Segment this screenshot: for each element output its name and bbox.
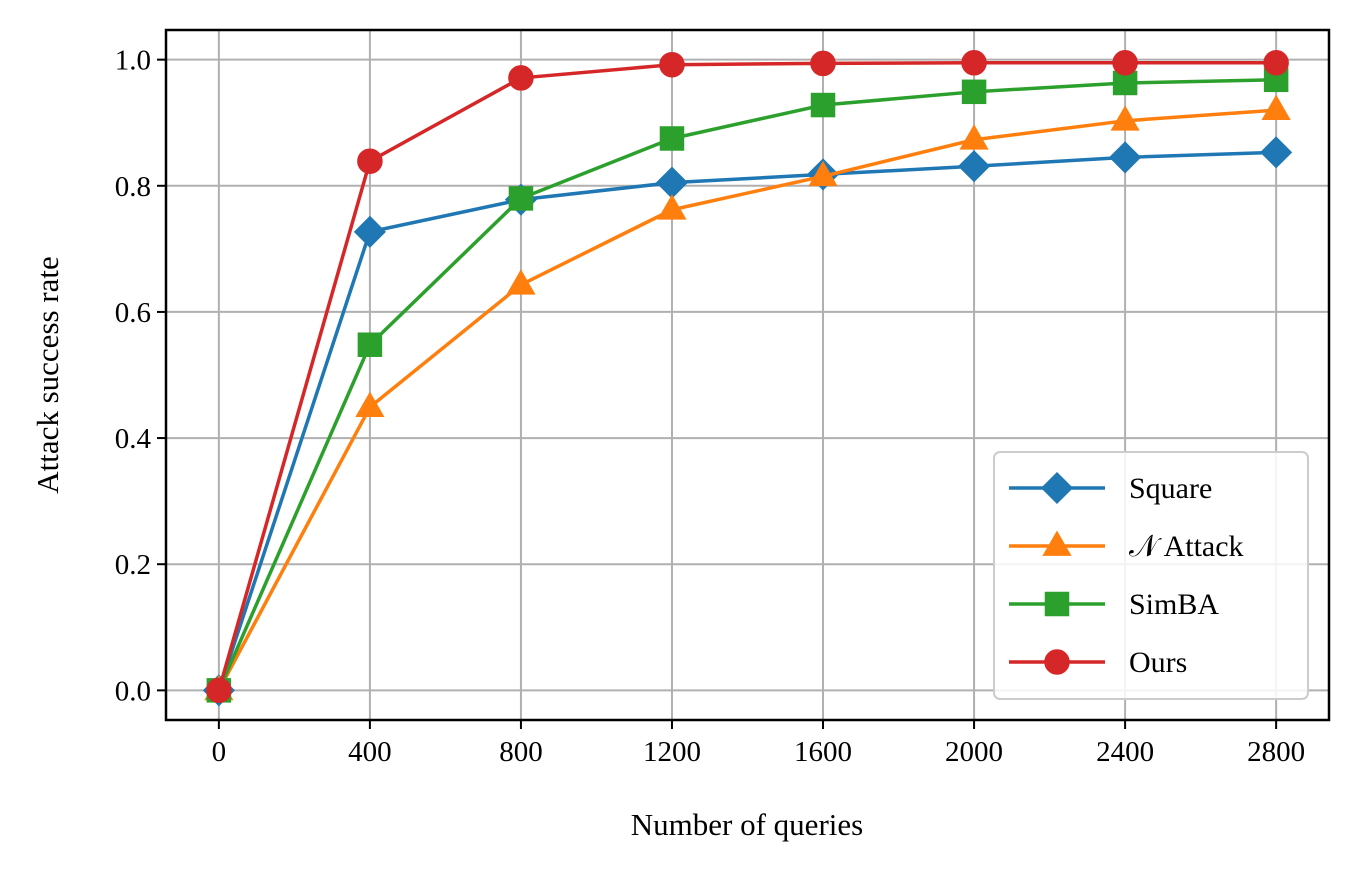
data-point	[1112, 50, 1138, 76]
data-point	[959, 124, 989, 150]
data-point	[353, 215, 386, 248]
series-lines	[202, 50, 1293, 707]
series-line	[217, 61, 1277, 691]
x-tick-label: 400	[348, 736, 392, 768]
legend-label: Ours	[1129, 646, 1187, 679]
y-tick-label: 0.0	[115, 675, 151, 707]
data-point	[810, 50, 836, 77]
data-point	[357, 332, 383, 357]
legend-marker	[1044, 649, 1070, 675]
x-tick-label: 2800	[1247, 736, 1305, 768]
x-tick-label: 1600	[794, 736, 852, 768]
data-point	[659, 126, 685, 151]
data-point	[1261, 94, 1291, 120]
legend-marker	[1042, 530, 1072, 556]
legend-item: Ours	[1009, 646, 1187, 679]
data-point	[508, 186, 534, 211]
y-tick-label: 0.4	[115, 423, 152, 455]
plot-frame	[164, 28, 1331, 722]
data-point	[1260, 136, 1293, 169]
y-tick-label: 0.2	[115, 549, 151, 581]
y-tick-label: 0.6	[115, 297, 151, 329]
series-3	[206, 50, 1289, 704]
data-point	[810, 92, 836, 118]
series-line	[217, 108, 1277, 692]
legend-label: Square	[1129, 472, 1212, 505]
x-tick-label: 2400	[1096, 736, 1154, 768]
legend-item: SimBA	[1009, 588, 1219, 621]
legend-box	[993, 451, 1309, 700]
data-point	[961, 50, 987, 76]
data-point	[1110, 105, 1140, 131]
data-point	[206, 677, 232, 704]
y-axis-ticks: 0.0 0.2 0.4 0.6 0.8 1.0	[115, 45, 166, 707]
x-tick-label: 2000	[945, 736, 1003, 768]
data-point	[957, 150, 991, 183]
data-point	[357, 148, 383, 174]
legend-marker	[1040, 471, 1074, 505]
series-line	[217, 78, 1277, 692]
series-2	[206, 67, 1289, 703]
data-point	[355, 391, 385, 418]
data-point	[1263, 50, 1289, 76]
y-tick-label: 0.8	[115, 171, 151, 203]
x-axis-label: Number of queries	[631, 807, 863, 842]
legend: Square 𝒩 Attack SimBA Ours	[993, 451, 1309, 700]
data-point	[808, 160, 838, 187]
x-tick-label: 800	[499, 736, 543, 768]
data-point	[655, 166, 689, 199]
legend-item: 𝒩 Attack	[1009, 530, 1244, 563]
x-axis-ticks: 0 400 800 1200 1600 2000 2400 2800	[212, 720, 1305, 768]
x-tick-label: 1200	[643, 736, 701, 768]
legend-marker	[1044, 591, 1070, 617]
data-point	[659, 51, 685, 78]
y-tick-label: 1.0	[115, 45, 151, 77]
data-point	[506, 269, 536, 295]
x-tick-label: 0	[212, 736, 227, 768]
legend-label: 𝒩 Attack	[1129, 530, 1244, 563]
data-point	[657, 194, 687, 220]
legend-item: Square	[1009, 471, 1212, 505]
legend-label: SimBA	[1129, 588, 1219, 621]
data-point	[961, 79, 987, 105]
data-point	[508, 65, 534, 91]
data-point	[1109, 141, 1142, 174]
y-axis-label: Attack success rate	[30, 256, 65, 494]
series-line	[217, 150, 1277, 691]
